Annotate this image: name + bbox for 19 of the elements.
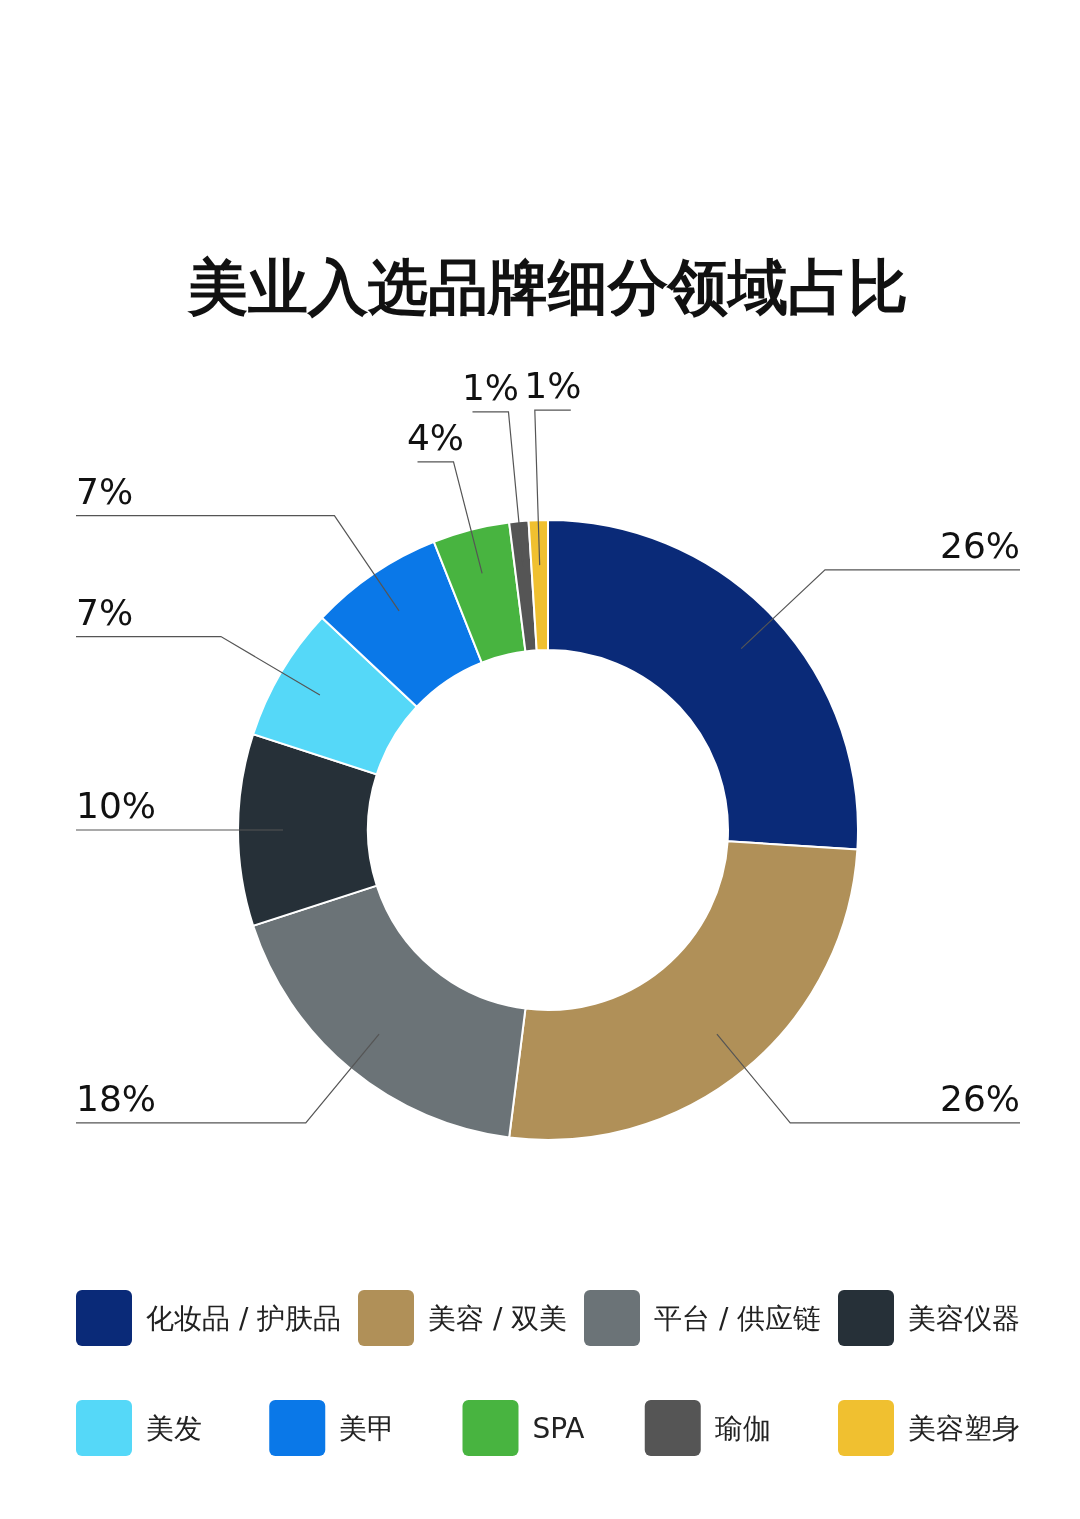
legend-label: 美发 <box>146 1412 202 1445</box>
legend-label: 美容塑身 <box>908 1412 1020 1445</box>
data-label: 26% <box>939 1077 1020 1119</box>
data-label: 4% <box>406 416 465 458</box>
legend-label: 美容仪器 <box>908 1302 1020 1335</box>
data-label: 26% <box>939 524 1020 566</box>
data-label: 7% <box>76 470 134 512</box>
legend-label: 美甲 <box>339 1412 396 1445</box>
legend-label: 平台 / 供应链 <box>654 1302 822 1335</box>
legend-label: 瑜伽 <box>714 1412 771 1445</box>
legend-label: 美容 / 双美 <box>428 1302 568 1335</box>
data-label: 1% <box>524 365 582 407</box>
data-label: 18% <box>76 1077 157 1119</box>
chart-title: 美业入选品牌细分领域占比 <box>187 252 908 322</box>
legend-label: SPA <box>532 1412 585 1445</box>
data-label: 7% <box>76 591 134 633</box>
legend-label: 化妆品 / 护肤品 <box>146 1302 342 1335</box>
data-label: 10% <box>76 785 157 826</box>
data-label: 1% <box>461 366 520 408</box>
